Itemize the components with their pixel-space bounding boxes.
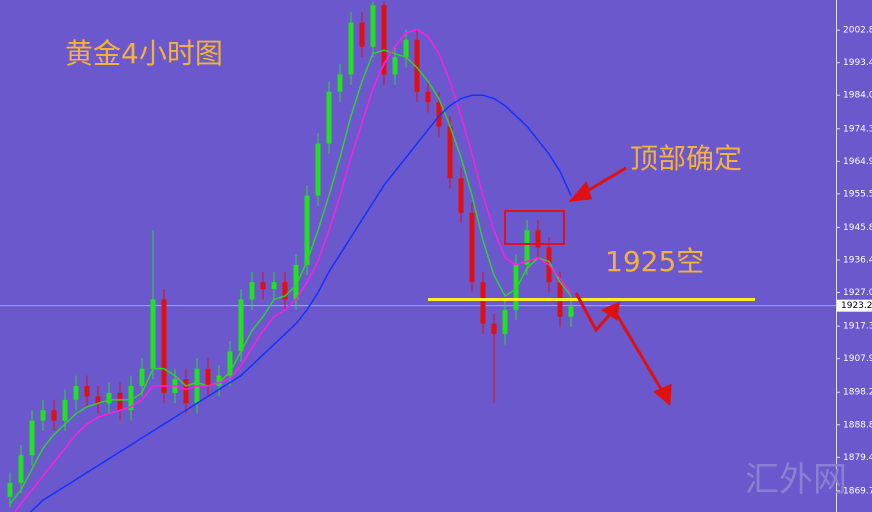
candle-body [260, 282, 266, 290]
y-tick-label: 1945.8 [843, 223, 872, 233]
candle-body [128, 385, 134, 411]
moving-average [13, 28, 572, 512]
candle-body [117, 392, 123, 411]
candle-body [381, 5, 387, 75]
candle-body [480, 282, 486, 324]
y-tick-label: 1936.4 [843, 255, 872, 265]
arrow [612, 309, 666, 395]
candle-body [326, 91, 332, 144]
candle-body [348, 22, 354, 75]
y-tick-label: 1879.4 [843, 453, 872, 463]
y-tick-label: 1964.9 [843, 157, 872, 167]
y-tick-label: 1974.3 [843, 124, 872, 134]
candle-body [84, 385, 90, 397]
annotation: 1925空 [605, 245, 704, 278]
y-tick-label: 1888.8 [843, 420, 872, 430]
candle-body [227, 351, 233, 376]
candle-body [282, 282, 288, 300]
watermark: 汇外网 [745, 460, 847, 500]
arrow-head [568, 180, 592, 202]
candle-body [51, 410, 57, 421]
candle-body [95, 396, 101, 404]
candle-body [73, 385, 79, 400]
y-tick-label: 1869.7 [843, 486, 872, 496]
highlight-box [504, 210, 565, 245]
candle-body [18, 455, 24, 483]
candle-body [447, 126, 453, 179]
candle-body [502, 309, 508, 335]
candle-body [7, 482, 13, 497]
y-tick-label: 2002.8 [843, 26, 872, 36]
y-tick-label: 1927.0 [843, 288, 872, 298]
y-tick-label: 1993.4 [843, 58, 872, 68]
moving-average [29, 94, 572, 512]
chart-title: 黄金4小时图 [65, 37, 223, 70]
annotation: 顶部确定 [630, 142, 742, 175]
candle-body [150, 299, 156, 369]
candle-body [392, 57, 398, 75]
candle-body [535, 230, 541, 248]
candle-body [304, 195, 310, 265]
arrows [568, 166, 672, 407]
candle-body [40, 410, 46, 421]
candle-body [161, 299, 167, 393]
arrow-head [600, 301, 620, 321]
candle-body [293, 264, 299, 300]
candle-body [469, 212, 475, 283]
y-tick-label: 1984.0 [843, 91, 872, 101]
candle-body [425, 91, 431, 103]
candle-body [458, 178, 464, 213]
candle-body [337, 74, 343, 92]
candle-body [249, 282, 255, 300]
candle-body [359, 22, 365, 47]
last-price-label: 1923.2 [841, 301, 872, 311]
candle-body [513, 264, 519, 310]
candle-body [315, 143, 321, 196]
arrow [574, 292, 616, 333]
candle-body [491, 323, 497, 335]
last-price-box [837, 299, 872, 312]
candle-body [29, 420, 35, 456]
y-tick-label: 1907.9 [843, 354, 872, 364]
candle-body [370, 5, 376, 47]
y-tick-label: 1917.3 [843, 322, 872, 332]
arrow-head [653, 383, 672, 407]
moving-average [9, 49, 572, 505]
y-tick-label: 1955.5 [843, 189, 872, 199]
candle-body [524, 230, 530, 265]
candle-body [403, 39, 409, 58]
candle-body [436, 102, 442, 127]
candle-body [414, 39, 420, 92]
candle-body [62, 399, 68, 421]
candle-body [568, 306, 574, 317]
y-tick-label: 1898.2 [843, 388, 872, 398]
candle-body [271, 282, 277, 290]
candle-body [106, 392, 112, 404]
candle-body [238, 299, 244, 352]
plot-area [0, 1, 836, 512]
candle-body [216, 375, 222, 386]
candle-body [205, 368, 211, 386]
candle-body [183, 379, 189, 404]
arrow [581, 166, 627, 196]
candle-body [139, 368, 145, 386]
